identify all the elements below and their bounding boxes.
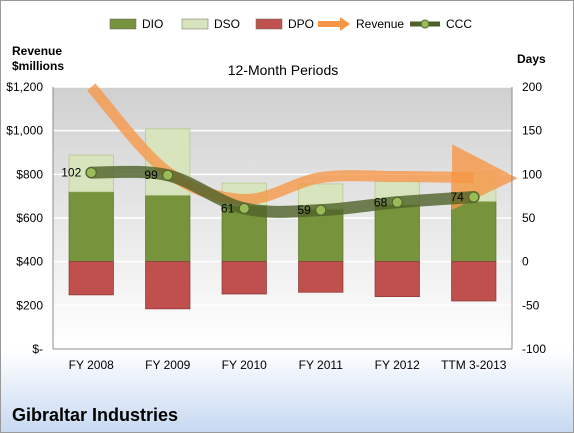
left-tick-label: $- — [32, 342, 43, 356]
legend-label-dpo: DPO — [288, 17, 314, 31]
ccc-point — [162, 169, 174, 181]
bar-dio — [68, 191, 114, 263]
right-axis-title: Days — [517, 52, 546, 66]
x-tick-label: FY 2012 — [375, 358, 420, 372]
bar-dio — [145, 194, 191, 263]
bottom-band — [0, 350, 574, 433]
right-tick-label: 200 — [522, 80, 542, 94]
ccc-data-label: 74 — [450, 190, 464, 204]
left-axis-title-line2: $millions — [12, 59, 64, 73]
ccc-point — [85, 167, 97, 179]
bar-dpo — [68, 261, 114, 296]
legend-swatch-dio — [109, 18, 137, 30]
left-tick-label: $600 — [16, 211, 43, 225]
legend-label-dio: DIO — [142, 17, 163, 31]
bar-dpo — [221, 261, 267, 295]
x-tick-label: FY 2011 — [299, 358, 344, 372]
bar-dpo — [298, 261, 344, 293]
ccc-point — [391, 196, 403, 208]
legend-swatch-dpo — [255, 18, 283, 30]
legend: DIO DSO DPO Revenue CCC — [109, 17, 472, 31]
right-tick-label: 100 — [522, 167, 542, 181]
legend-swatch-dso — [181, 18, 209, 30]
bar-dio — [298, 208, 344, 263]
legend-label-ccc: CCC — [446, 17, 472, 31]
ccc-data-label: 61 — [221, 201, 235, 215]
ccc-point — [468, 191, 480, 203]
right-tick-label: 0 — [522, 255, 529, 269]
left-tick-label: $400 — [16, 255, 43, 269]
legend-label-revenue: Revenue — [356, 17, 404, 31]
left-tick-label: $800 — [16, 167, 43, 181]
lines: 102 99 61 59 68 74 — [61, 83, 518, 218]
bar-dpo — [451, 261, 497, 302]
bar-dio — [451, 201, 497, 263]
chart-subtitle: 12-Month Periods — [228, 62, 339, 78]
revenue-line — [87, 83, 518, 211]
bar-dpo — [145, 261, 191, 310]
x-tick-label: TTM 3-2013 — [441, 358, 507, 372]
left-tick-label: $1,000 — [6, 124, 43, 138]
ccc-data-label: 59 — [297, 203, 311, 217]
bar-dio — [374, 204, 420, 263]
ccc-data-label: 99 — [144, 168, 158, 182]
left-tick-label: $200 — [16, 298, 43, 312]
legend-label-dso: DSO — [214, 17, 240, 31]
right-tick-label: 50 — [522, 211, 536, 225]
legend-swatch-ccc-dot — [420, 19, 430, 29]
ccc-data-label: 102 — [61, 166, 81, 180]
x-tick-label: FY 2010 — [222, 358, 267, 372]
ccc-line — [85, 165, 480, 218]
ccc-data-label: 68 — [374, 195, 388, 209]
axes: $- $200 $400 $600 $800 $1,000 $1,200 -100 -50 0 50… — [6, 80, 546, 372]
bar-dpo — [374, 261, 420, 297]
ccc-point — [238, 202, 250, 214]
right-tick-label: -50 — [522, 298, 540, 312]
ccc-point — [315, 204, 327, 216]
x-tick-label: FY 2008 — [69, 358, 114, 372]
legend-swatch-revenue — [318, 17, 350, 31]
x-tick-label: FY 2009 — [145, 358, 190, 372]
right-tick-label: 150 — [522, 124, 542, 138]
left-tick-label: $1,200 — [6, 80, 43, 94]
left-axis-title-line1: Revenue — [12, 44, 62, 58]
company-name: Gibraltar Industries — [12, 405, 178, 425]
right-tick-label: -100 — [522, 342, 546, 356]
